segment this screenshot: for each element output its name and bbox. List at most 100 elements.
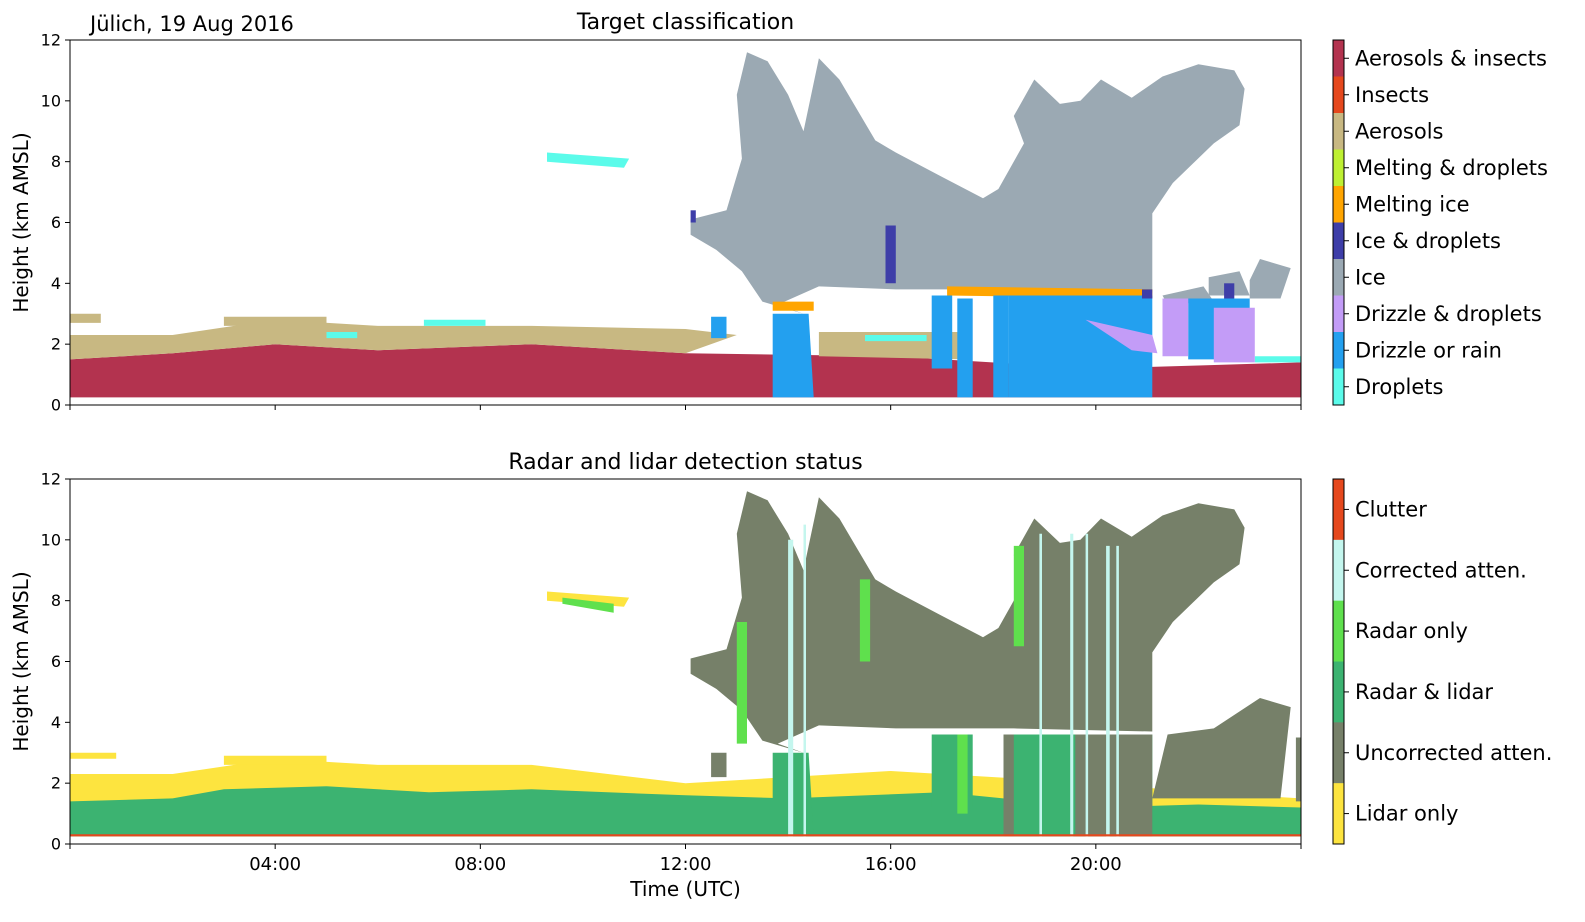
y-tick-label: 8: [51, 591, 61, 610]
heatmap-regions: [70, 491, 1301, 837]
heatmap-region: [885, 225, 896, 284]
y-axis-label: Height (km AMSL): [9, 571, 33, 751]
y-tick-label: 6: [51, 213, 61, 232]
heatmap-region: [711, 752, 727, 778]
colorbar-swatch: [1333, 76, 1344, 114]
y-tick-label: 4: [51, 274, 61, 293]
heatmap-region: [690, 52, 1245, 314]
target-classification-panel: Target classification Height (km AMSL) 0…: [9, 10, 1548, 415]
colorbar-label: Radar & lidar: [1355, 680, 1493, 704]
colorbar-swatch: [1333, 368, 1344, 406]
colorbar-frame: [1332, 39, 1345, 406]
heatmap-plot-area: 0 2 4 6 8 10 12: [41, 31, 1302, 415]
x-axis-label: Time (UTC): [629, 877, 741, 901]
panel-title: Target classification: [576, 10, 794, 35]
heatmap-region: [1224, 283, 1235, 299]
heatmap-region: [70, 313, 101, 323]
y-axis-label: Height (km AMSL): [9, 132, 33, 312]
colorbar-label: Uncorrected atten.: [1355, 741, 1552, 765]
heatmap-region: [1162, 298, 1189, 357]
heatmap-region: [223, 316, 327, 326]
heatmap-region: [1013, 734, 1076, 837]
heatmap-region: [547, 591, 630, 607]
colorbar-swatch: [1333, 186, 1344, 223]
heatmap-region: [423, 319, 486, 326]
colorbar-swatch: [1333, 661, 1344, 723]
colorbar-swatch: [1333, 149, 1344, 187]
y-tick-label: 10: [41, 530, 61, 549]
heatmap-region: [1152, 698, 1291, 799]
heatmap-region: [818, 332, 968, 360]
heatmap-region: [690, 210, 696, 223]
heatmap-plot-area: 0 2 4 6 8 10 12 04:00 08:00 12:00 16:00 20:00: [41, 470, 1302, 875]
colorbar-label: Ice & droplets: [1355, 229, 1501, 253]
heatmap-region: [865, 335, 927, 342]
x-tick-label: 12:00: [660, 854, 712, 875]
heatmap-region: [931, 295, 953, 369]
y-tick-label: 10: [41, 91, 61, 110]
heatmap-region: [1013, 545, 1024, 647]
colorbar-label: Insects: [1355, 83, 1429, 107]
colorbar-label: Drizzle or rain: [1355, 338, 1502, 362]
colorbar-swatch: [1333, 295, 1344, 333]
heatmap-region: [772, 301, 814, 311]
heatmap-region: [1070, 533, 1074, 837]
heatmap-regions: [70, 52, 1301, 398]
location-date-label: Jülich, 19 Aug 2016: [88, 12, 294, 36]
colorbar-swatch: [1333, 539, 1344, 601]
colorbar-label: Ice: [1355, 265, 1386, 289]
classification-colorbar: Aerosols & insects Insects Aerosols Melting…: [1332, 39, 1548, 406]
heatmap-region: [993, 295, 1009, 398]
heatmap-region: [1039, 533, 1042, 837]
y-tick-label: 2: [51, 774, 61, 793]
x-tick-label: 16:00: [865, 854, 917, 875]
detection-status-panel: Radar and lidar detection status Height …: [9, 450, 1552, 901]
heatmap-region: [1085, 533, 1089, 837]
heatmap-region: [1008, 295, 1153, 398]
heatmap-region: [1116, 545, 1119, 837]
y-tick-label: 6: [51, 652, 61, 671]
colorbar-label: Aerosols: [1355, 119, 1444, 143]
heatmap-region: [1254, 356, 1301, 363]
colorbar-swatch: [1333, 479, 1344, 541]
heatmap-region: [70, 786, 1301, 837]
colorbar-label: Melting ice: [1355, 192, 1470, 216]
heatmap-region: [1142, 289, 1153, 299]
colorbar-swatch: [1333, 40, 1344, 77]
colorbar-label: Lidar only: [1355, 802, 1458, 826]
y-tick-label: 4: [51, 713, 61, 732]
heatmap-region: [690, 491, 1245, 753]
heatmap-region: [772, 313, 814, 398]
colorbar-swatch: [1333, 332, 1344, 369]
heatmap-region: [1295, 737, 1301, 802]
y-tick-label: 12: [41, 470, 61, 489]
panel-title: Radar and lidar detection status: [508, 450, 862, 475]
colorbar-label: Drizzle & droplets: [1355, 302, 1542, 326]
heatmap-region: [803, 524, 806, 837]
colorbar-swatch: [1333, 259, 1344, 296]
colorbar-swatch: [1333, 222, 1344, 260]
heatmap-region: [1249, 259, 1291, 299]
x-tick-label: 04:00: [249, 854, 301, 875]
heatmap-region: [859, 579, 871, 662]
heatmap-region: [70, 344, 1301, 398]
colorbar-swatch: [1333, 113, 1344, 150]
y-tick-label: 12: [41, 31, 61, 50]
colorbar-swatch: [1333, 783, 1344, 845]
x-tick-label: 08:00: [454, 854, 506, 875]
heatmap-region: [736, 622, 747, 744]
colorbar-label: Clutter: [1355, 497, 1427, 521]
y-tick-label: 0: [51, 835, 61, 854]
colorbar-frame: [1332, 478, 1345, 845]
x-tick-label: 20:00: [1070, 854, 1122, 875]
heatmap-region: [947, 286, 1153, 299]
colorbar-label: Corrected atten.: [1355, 558, 1527, 582]
colorbar-label: Droplets: [1355, 375, 1443, 399]
heatmap-region: [1213, 307, 1255, 363]
colorbar-swatch: [1333, 722, 1344, 784]
heatmap-region: [1106, 545, 1110, 837]
heatmap-region: [326, 332, 358, 339]
colorbar-label: Radar only: [1355, 619, 1468, 643]
heatmap-region: [788, 539, 794, 837]
